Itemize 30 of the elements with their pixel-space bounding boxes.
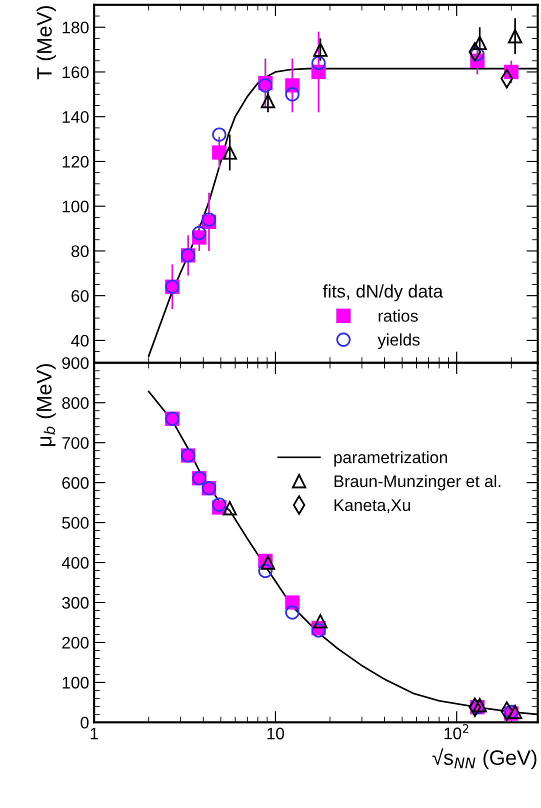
legend-label: Braun-Munzinger et al. [334,474,500,490]
x-tick-label: 10 [267,728,284,740]
y-tick-label: 900 [62,357,89,369]
y-tick-label: 500 [62,516,89,529]
y-axis-title: μ$_{b}$ (MeV) [36,364,56,446]
legend-title: fits, dN/dy data [322,284,444,302]
y-tick-label: 400 [62,556,89,569]
x-axis-title: √s$_{NN}$ (GeV) [432,748,536,770]
y-tick-label: 140 [62,111,89,123]
y-tick-label: 40 [71,334,89,347]
y-tick-label: 200 [62,636,89,649]
y-tick-label: 100 [62,676,89,689]
y-tick-label: 100 [62,200,89,212]
y-tick-label: 80 [71,245,89,258]
y-tick-label: 180 [62,22,89,34]
legend-label: parametrization [334,451,448,467]
legend-label: yields [378,333,420,349]
y-tick-label: 600 [62,477,89,489]
y-tick-label: 120 [62,156,89,168]
legend-label: ratios [378,310,418,322]
y-tick-label: 160 [62,66,89,78]
y-tick-label: 300 [62,596,89,609]
y-tick-label: 700 [62,437,89,449]
y-axis-title: T (MeV) [36,6,56,80]
y-tick-label: 0 [80,716,89,729]
y-tick-label: 800 [62,397,89,409]
legend-label: Kaneta,Xu [334,499,410,514]
y-tick-label: 60 [72,290,89,302]
x-tick-label: 1 [90,728,98,740]
x-tick-label: 10$^{2}$ [444,724,468,740]
